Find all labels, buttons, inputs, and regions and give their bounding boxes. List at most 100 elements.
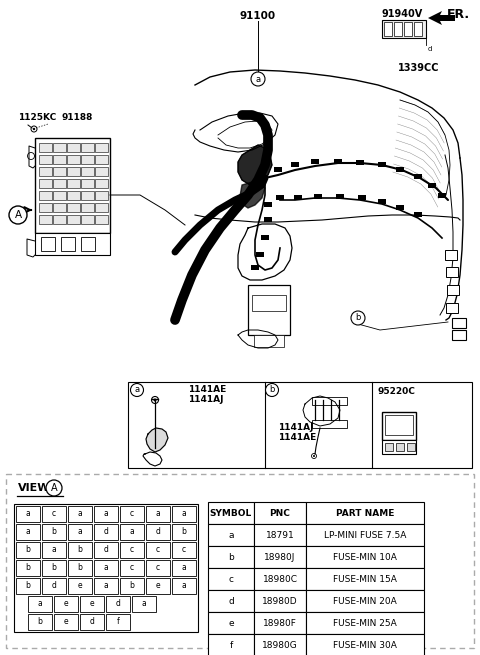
Text: 91100: 91100 bbox=[240, 11, 276, 21]
Text: b: b bbox=[130, 582, 134, 591]
Bar bbox=[306, 590, 424, 612]
Bar bbox=[42, 560, 66, 576]
Text: FR.: FR. bbox=[447, 7, 470, 20]
Bar bbox=[67, 167, 80, 176]
Bar bbox=[306, 612, 424, 634]
Text: a: a bbox=[78, 510, 83, 519]
Polygon shape bbox=[428, 11, 455, 25]
Text: 91940V: 91940V bbox=[382, 9, 423, 19]
Bar bbox=[452, 330, 466, 340]
Bar bbox=[146, 560, 170, 576]
Bar bbox=[95, 143, 108, 152]
Text: FUSE-MIN 15A: FUSE-MIN 15A bbox=[333, 574, 397, 584]
Text: FUSE-MIN 30A: FUSE-MIN 30A bbox=[333, 641, 397, 650]
Bar bbox=[16, 542, 40, 558]
Text: PNC: PNC bbox=[270, 508, 290, 517]
Bar bbox=[254, 546, 306, 568]
Text: a: a bbox=[25, 510, 30, 519]
Text: a: a bbox=[130, 527, 134, 536]
Bar bbox=[81, 237, 95, 251]
Circle shape bbox=[154, 398, 156, 402]
Polygon shape bbox=[240, 182, 265, 208]
Bar bbox=[306, 568, 424, 590]
Bar bbox=[42, 506, 66, 522]
Bar bbox=[294, 195, 302, 200]
Bar bbox=[42, 542, 66, 558]
Bar bbox=[53, 167, 66, 176]
Text: b: b bbox=[51, 563, 57, 572]
Bar bbox=[81, 143, 94, 152]
Bar bbox=[248, 285, 290, 335]
Text: b: b bbox=[25, 582, 30, 591]
Circle shape bbox=[131, 383, 144, 396]
Text: 1141AJ: 1141AJ bbox=[188, 396, 224, 405]
Bar bbox=[276, 195, 284, 200]
Bar bbox=[42, 524, 66, 540]
Text: d: d bbox=[428, 46, 432, 52]
Bar bbox=[445, 250, 457, 260]
Text: b: b bbox=[181, 527, 186, 536]
Bar bbox=[384, 22, 392, 36]
Bar bbox=[208, 502, 254, 524]
Bar bbox=[39, 179, 52, 188]
Text: LP-MINI FUSE 7.5A: LP-MINI FUSE 7.5A bbox=[324, 531, 406, 540]
Text: a: a bbox=[228, 531, 234, 540]
Text: e: e bbox=[156, 582, 160, 591]
Bar bbox=[68, 578, 92, 594]
Bar bbox=[452, 318, 466, 328]
Bar bbox=[404, 22, 412, 36]
Bar bbox=[39, 143, 52, 152]
Bar bbox=[254, 335, 284, 347]
Text: a: a bbox=[25, 527, 30, 536]
Text: d: d bbox=[228, 597, 234, 605]
Circle shape bbox=[251, 72, 265, 86]
Text: c: c bbox=[52, 510, 56, 519]
Bar bbox=[264, 217, 272, 222]
Bar bbox=[39, 155, 52, 164]
Bar bbox=[251, 265, 259, 270]
Bar bbox=[67, 215, 80, 224]
Bar bbox=[385, 443, 393, 451]
Text: b: b bbox=[78, 546, 83, 555]
Bar bbox=[35, 233, 110, 255]
Bar bbox=[81, 167, 94, 176]
Bar bbox=[356, 160, 364, 165]
Bar bbox=[16, 524, 40, 540]
Text: c: c bbox=[130, 546, 134, 555]
Bar bbox=[67, 155, 80, 164]
Text: a: a bbox=[52, 546, 56, 555]
Bar bbox=[396, 167, 404, 172]
Bar bbox=[438, 193, 446, 198]
Text: e: e bbox=[228, 618, 234, 627]
Bar bbox=[68, 560, 92, 576]
Text: d: d bbox=[51, 582, 57, 591]
Bar bbox=[81, 191, 94, 200]
Bar bbox=[67, 191, 80, 200]
Bar bbox=[120, 578, 144, 594]
Bar bbox=[80, 614, 104, 630]
Bar bbox=[146, 542, 170, 558]
Text: d: d bbox=[104, 527, 108, 536]
Bar bbox=[68, 506, 92, 522]
Bar bbox=[95, 215, 108, 224]
Bar bbox=[256, 252, 264, 257]
Bar bbox=[94, 506, 118, 522]
Text: a: a bbox=[104, 563, 108, 572]
Bar bbox=[394, 22, 402, 36]
Bar bbox=[254, 568, 306, 590]
Bar bbox=[80, 596, 104, 612]
Bar bbox=[407, 443, 415, 451]
Bar bbox=[306, 546, 424, 568]
Bar bbox=[67, 143, 80, 152]
Bar bbox=[95, 179, 108, 188]
Bar bbox=[254, 502, 306, 524]
Text: 18980F: 18980F bbox=[263, 618, 297, 627]
Text: c: c bbox=[228, 574, 233, 584]
Bar bbox=[95, 191, 108, 200]
Circle shape bbox=[351, 311, 365, 325]
Bar bbox=[208, 546, 254, 568]
Bar bbox=[53, 203, 66, 212]
Text: FUSE-MIN 25A: FUSE-MIN 25A bbox=[333, 618, 397, 627]
Bar bbox=[94, 560, 118, 576]
Bar bbox=[382, 412, 416, 440]
